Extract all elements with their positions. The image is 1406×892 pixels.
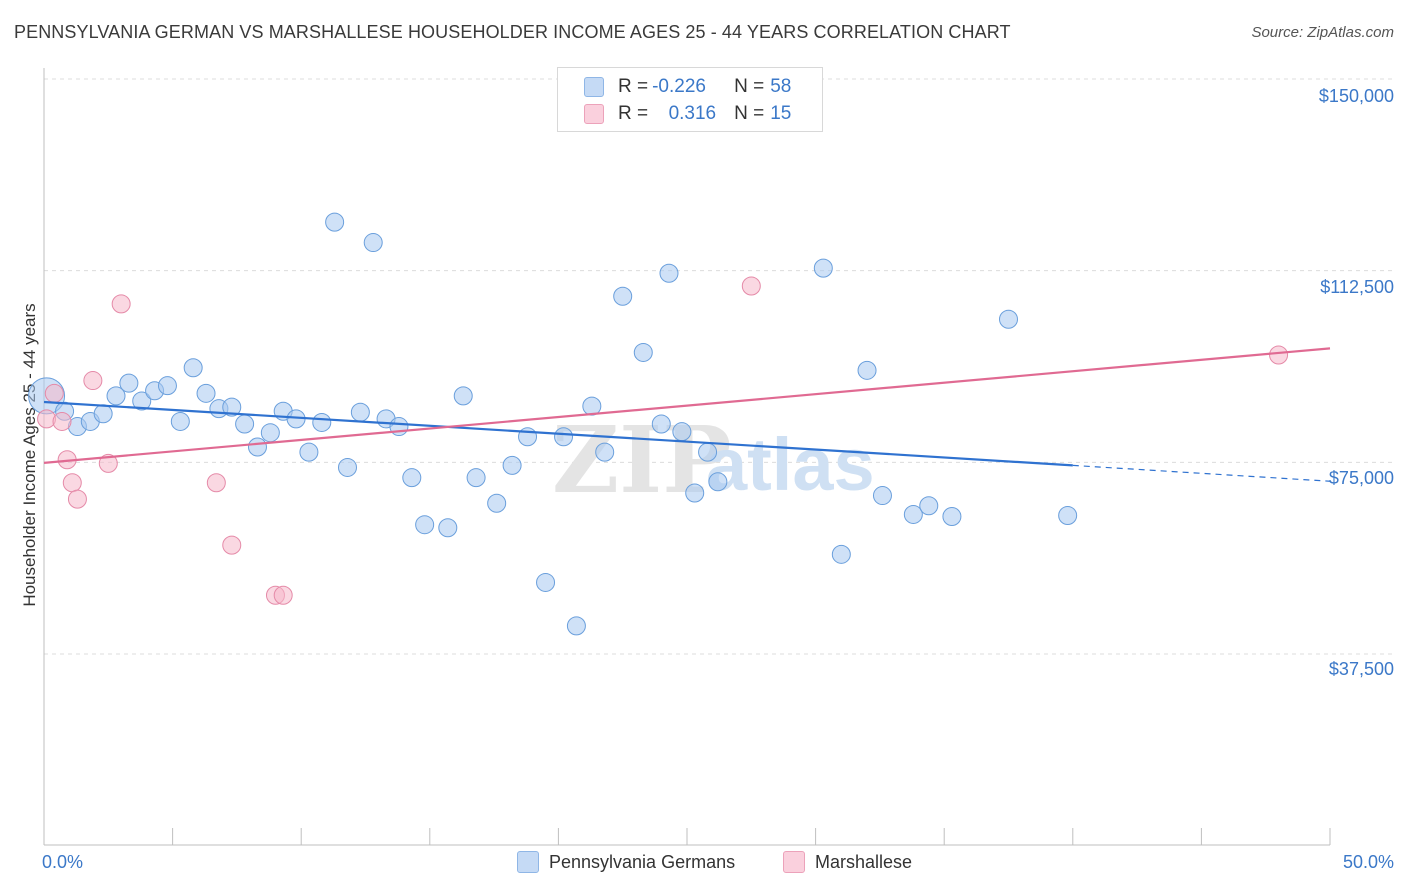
legend-swatch-blue [584,77,604,97]
pennsylvania-german-point [106,386,126,406]
y-tick-112500: $112,500 [1320,277,1394,297]
marshallese-point [222,535,242,555]
pennsylvania-german-point [813,258,833,278]
marshallese-point [741,276,761,296]
bottom-legend-marshallese: Marshallese [783,851,912,873]
marshallese-point [52,411,72,431]
legend-n-value: 15 [770,103,792,124]
pennsylvania-german-point [633,342,653,362]
marshallese-point [67,489,87,509]
legend-n-label: N = [734,76,765,97]
x-tick-max: 50.0% [1342,852,1394,872]
pennsylvania-german-point [487,493,507,513]
pennsylvania-german-point [438,518,458,538]
pennsylvania-german-point [566,616,586,636]
pennsylvania-german-point [222,397,242,417]
pennsylvania-german-point [672,422,692,442]
bottom-legend-swatch-blue [517,851,539,873]
marshallese-point [273,585,293,605]
bottom-legend-label: Pennsylvania Germans [549,851,736,872]
pennsylvania-german-point [183,358,203,378]
pennsylvania-german-point [235,414,255,434]
pennsylvania-german-point [698,442,718,462]
legend-row-pennsylvania-germans: R = -0.226 N = 58 [584,74,791,100]
pennsylvania-german-point [659,263,679,283]
pennsylvania-german-point [502,455,522,475]
pennsylvania-german-point [299,442,319,462]
legend-r-value: -0.226 [652,76,706,97]
stats-legend: R = -0.226 N = 58 R = 0.316 N = 15 [557,67,823,132]
marshallese-point [111,294,131,314]
pennsylvania-german-point [708,472,728,492]
pennsylvania-german-point [919,496,939,516]
legend-swatch-pink [584,104,604,124]
pennsylvania-german-point [685,483,705,503]
y-tick-75000: $75,000 [1328,468,1394,488]
pennsylvania-german-point [402,468,422,488]
pennsylvania-german-trend-extension [1072,464,1331,482]
pennsylvania-german-point [337,457,357,477]
pennsylvania-german-point [466,468,486,488]
y-tick-150000: $150,000 [1318,86,1394,106]
pennsylvania-german-point [554,427,574,447]
pennsylvania-german-point [613,286,633,306]
pennsylvania-german-point [942,507,962,527]
watermark-atlas: atlas [706,423,875,506]
pennsylvania-german-point [453,386,473,406]
marshallese-point [44,383,64,403]
bottom-legend-pennsylvania-germans: Pennsylvania Germans [517,851,735,873]
pennsylvania-german-point [595,442,615,462]
pennsylvania-german-point [1058,505,1078,525]
marshallese-point [98,453,118,473]
legend-r-value: 0.316 [668,103,717,124]
bottom-legend-label: Marshallese [815,851,913,872]
pennsylvania-german-point [363,233,383,253]
pennsylvania-german-point [903,504,923,524]
legend-n-label: N = [734,103,765,124]
legend-r-label: R = [618,76,649,97]
pennsylvania-german-point [157,376,177,396]
marshallese-point [206,473,226,493]
pennsylvania-german-point [651,414,671,434]
legend-row-marshallese: R = 0.316 N = 15 [584,101,791,127]
x-tick-min: 0.0% [42,852,84,872]
pennsylvania-german-point [312,412,332,432]
pennsylvania-german-point [857,360,877,380]
pennsylvania-german-point [831,544,851,564]
legend-n-value: 58 [770,76,792,97]
pennsylvania-german-point [350,402,370,422]
pennsylvania-german-point [170,411,190,431]
y-tick-37500: $37,500 [1328,659,1394,679]
pennsylvania-german-point [325,212,345,232]
pennsylvania-german-point [132,391,152,411]
pennsylvania-german-point [196,383,216,403]
pennsylvania-german-point [260,423,280,443]
bottom-legend-swatch-pink [783,851,805,873]
pennsylvania-german-point [872,486,892,506]
source-credit: Source: ZipAtlas.com [1251,24,1394,41]
pennsylvania-german-point [999,309,1018,329]
pennsylvania-german-point [536,572,556,592]
marshallese-point [83,371,103,391]
pennsylvania-german-point [119,373,139,393]
pennsylvania-german-trend-line [43,400,1073,467]
legend-r-label: R = [618,103,649,124]
pennsylvania-german-point [93,404,113,424]
pennsylvania-german-point [415,515,435,535]
marshallese-point [1269,345,1289,365]
chart-title: PENNSYLVANIA GERMAN VS MARSHALLESE HOUSE… [14,22,1011,42]
pennsylvania-german-point [247,437,267,457]
marshallese-trend-line [43,347,1331,464]
marshallese-point [62,473,82,493]
